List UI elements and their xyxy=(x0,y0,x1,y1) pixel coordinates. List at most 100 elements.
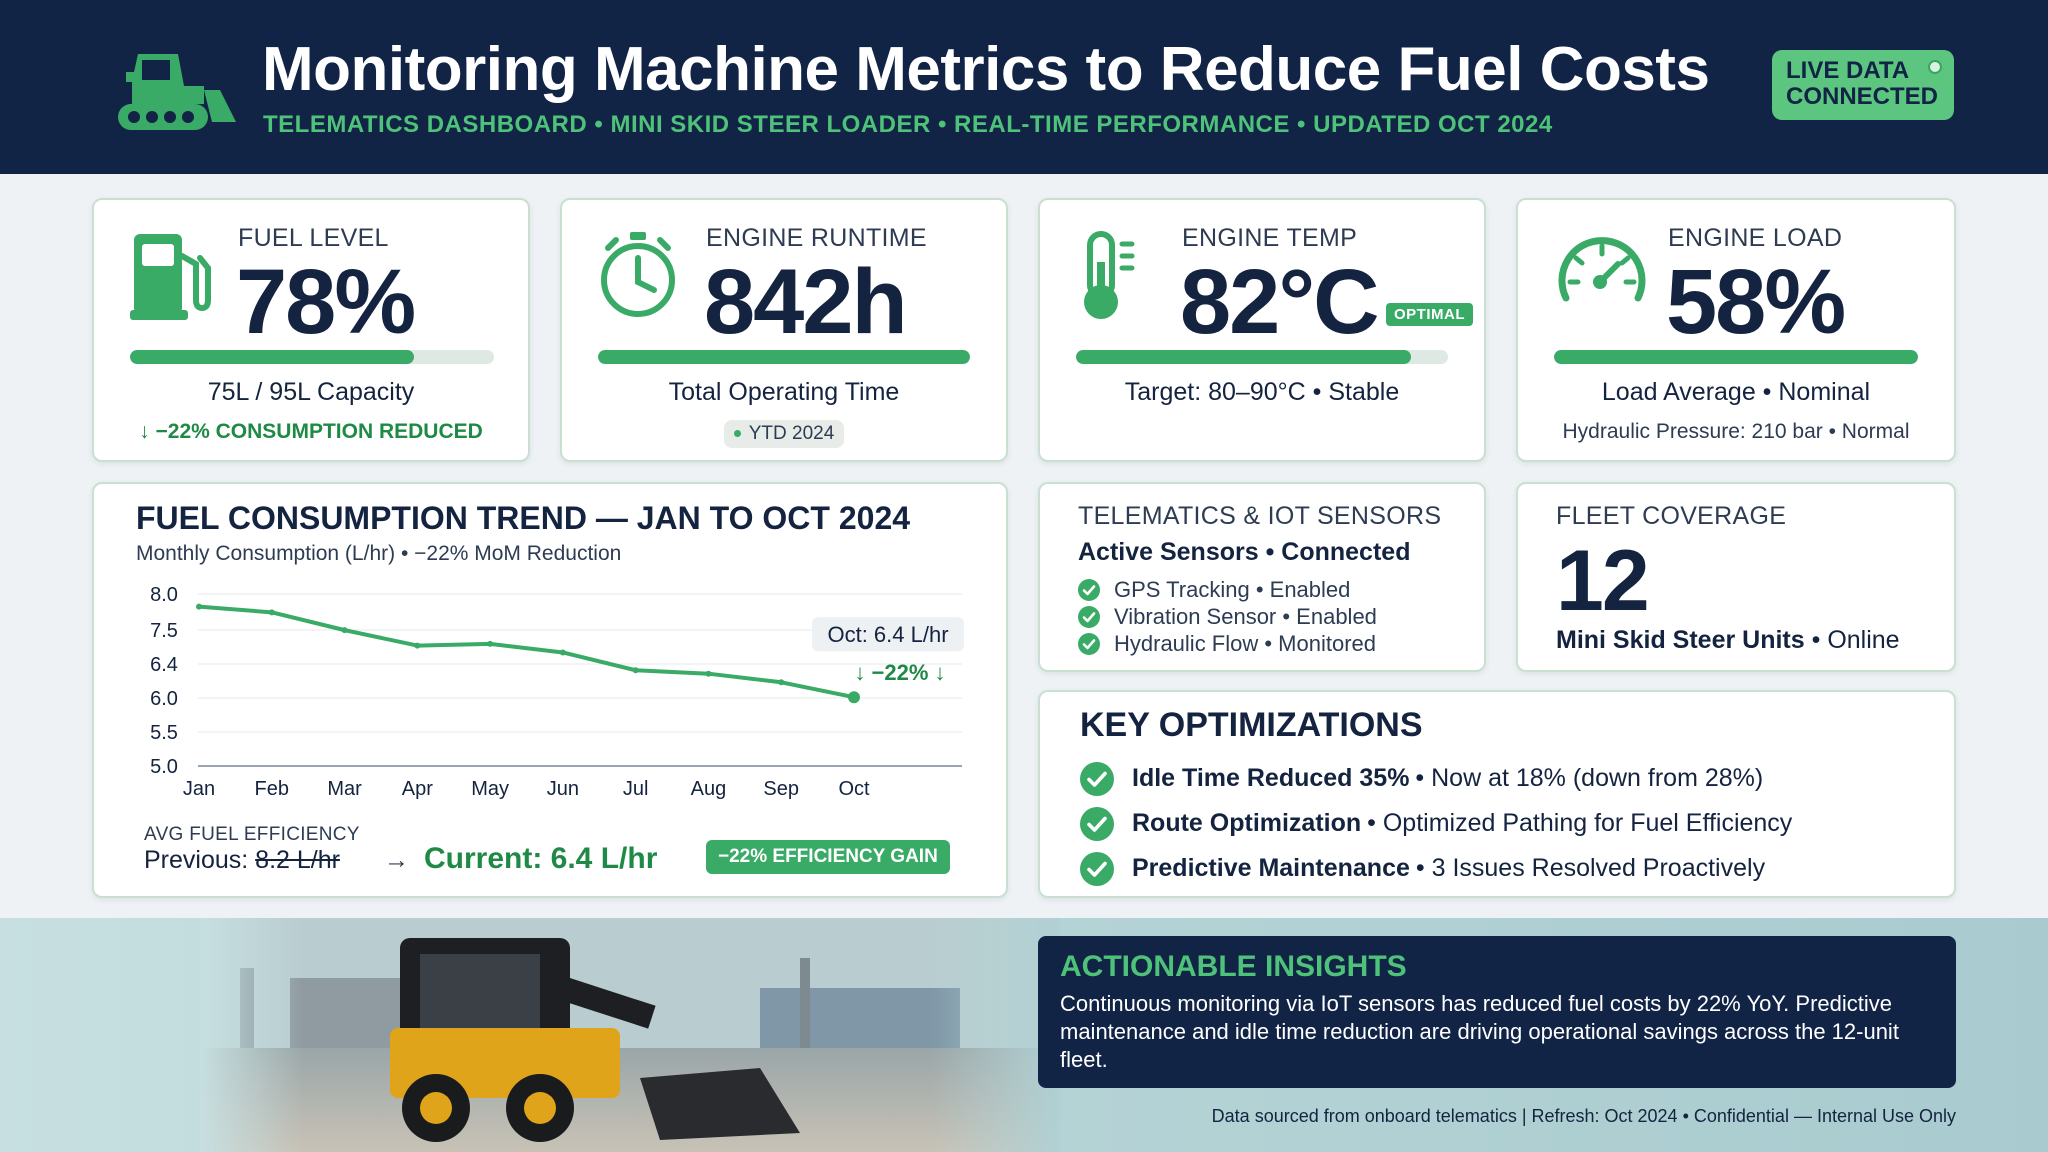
consumption-line xyxy=(197,604,856,700)
x-tick-label: Sep xyxy=(763,778,799,800)
skid-steer-icon xyxy=(118,54,236,130)
y-tick-label: 7.5 xyxy=(150,620,178,642)
header-bar: Monitoring Machine Metrics to Reduce Fue… xyxy=(0,0,2048,174)
fuel-level-bar-fill xyxy=(130,350,414,364)
y-tick-label: 5.0 xyxy=(150,756,178,778)
y-tick-label: 8.0 xyxy=(150,584,178,606)
callout-value: Oct: 6.4 L/hr xyxy=(827,622,948,647)
fleet-label: FLEET COVERAGE xyxy=(1556,502,1787,530)
fuel-level-bar xyxy=(130,350,494,364)
optimization-item: Route Optimization • Optimized Pathing f… xyxy=(1080,801,1792,846)
sensors-card: TELEMATICS & IOT SENSORS Active Sensors … xyxy=(1038,482,1486,672)
sensor-item-text: Hydraulic Flow • Monitored xyxy=(1114,631,1377,656)
insights-title: ACTIONABLE INSIGHTS xyxy=(1060,950,1407,983)
consumption-reduced-note: ↓ −22% CONSUMPTION REDUCED xyxy=(139,420,483,443)
data-point xyxy=(414,642,421,649)
data-point xyxy=(632,667,639,674)
x-tick-label: Aug xyxy=(691,778,727,800)
live-status-dot xyxy=(1928,60,1942,74)
y-tick-label: 6.0 xyxy=(150,688,178,710)
engine-runtime-label: ENGINE RUNTIME xyxy=(706,224,927,252)
optimization-item-detail: • Optimized Pathing for Fuel Efficiency xyxy=(1367,809,1793,837)
live-badge-line1: LIVE DATA xyxy=(1786,57,1910,84)
live-data-badge: LIVE DATA CONNECTED xyxy=(1772,50,1954,120)
ytd-pill: YTD 2024 xyxy=(723,420,845,448)
engine-load-bar-fill xyxy=(1554,350,1918,364)
engine-runtime-bar xyxy=(598,350,970,364)
optimization-item-title: Predictive Maintenance xyxy=(1132,854,1410,882)
check-circle-icon xyxy=(1080,806,1114,841)
fuel-trend-card: FUEL CONSUMPTION TREND — JAN TO OCT 2024… xyxy=(92,482,1008,898)
sensor-item: Vibration Sensor • Enabled xyxy=(1078,603,1377,630)
y-tick-label: 6.4 xyxy=(150,654,178,676)
sensor-item-text: GPS Tracking • Enabled xyxy=(1114,577,1351,602)
engine-temp-value: 82°C xyxy=(1180,251,1380,353)
insights-body: Continuous monitoring via IoT sensors ha… xyxy=(1060,991,1899,1072)
data-point xyxy=(848,691,860,704)
efficiency-current: Current: 6.4 L/hr xyxy=(424,842,658,875)
sensor-item-text: Vibration Sensor • Enabled xyxy=(1114,604,1377,629)
pill-dot xyxy=(733,430,741,438)
stopwatch-icon xyxy=(601,232,675,317)
sensor-item: GPS Tracking • Enabled xyxy=(1078,576,1377,603)
efficiency-label: AVG FUEL EFFICIENCY xyxy=(144,824,360,845)
operating-time-text: Total Operating Time xyxy=(668,378,900,406)
optimization-list: Idle Time Reduced 35% • Now at 18% (down… xyxy=(1080,756,1792,891)
check-circle-icon xyxy=(1078,578,1100,601)
fuel-pump-icon xyxy=(130,234,211,320)
hydraulic-pressure-text: Hydraulic Pressure: 210 bar • Normal xyxy=(1562,420,1910,443)
callout-box xyxy=(812,617,964,652)
actionable-insights-panel: ACTIONABLE INSIGHTS Continuous monitorin… xyxy=(1038,936,1956,1088)
arrow-right-icon: → xyxy=(384,846,409,874)
optimization-item-title: Idle Time Reduced 35% xyxy=(1132,764,1410,792)
optimization-item-title: Route Optimization xyxy=(1132,809,1362,837)
callout-delta: ↓ −22% ↓ xyxy=(854,660,945,685)
engine-load-value: 58% xyxy=(1666,251,1846,353)
fuel-level-card: FUEL LEVEL 78% 75L / 95L Capacity ↓ −22%… xyxy=(92,198,530,462)
x-tick-label: Oct xyxy=(838,778,870,800)
fuel-level-value: 78% xyxy=(236,251,416,353)
data-point xyxy=(559,649,566,656)
engine-temp-card: ENGINE TEMP 82°C OPTIMAL Target: 80–90°C… xyxy=(1038,198,1486,462)
fleet-coverage-card: FLEET COVERAGE 12 Mini Skid Steer Units … xyxy=(1516,482,1956,672)
optimization-item-detail: • Now at 18% (down from 28%) xyxy=(1415,764,1764,792)
page-subtitle: TELEMATICS DASHBOARD • MINI SKID STEER L… xyxy=(263,111,1553,138)
efficiency-previous-value: 8.2 L/hr xyxy=(255,846,340,874)
sensors-label: TELEMATICS & IOT SENSORS xyxy=(1078,502,1442,530)
sensor-list: GPS Tracking • Enabled Vibration Sensor … xyxy=(1078,576,1377,657)
x-tick-label: Jan xyxy=(183,778,215,800)
y-tick-label: 5.5 xyxy=(150,722,178,744)
engine-temp-bar xyxy=(1076,350,1448,364)
x-tick-label: Feb xyxy=(255,778,289,800)
data-point xyxy=(778,679,785,686)
engine-temp-bar-fill xyxy=(1076,350,1411,364)
chart-subtitle: Monthly Consumption (L/hr) • −22% MoM Re… xyxy=(136,542,622,565)
ytd-pill-text: YTD 2024 xyxy=(748,423,835,444)
chart-title: FUEL CONSUMPTION TREND — JAN TO OCT 2024 xyxy=(136,500,911,536)
thermometer-icon xyxy=(1084,231,1135,319)
x-tick-label: Jul xyxy=(623,778,649,800)
key-optimizations-title: KEY OPTIMIZATIONS xyxy=(1080,706,1423,744)
fleet-caption-bold: Mini Skid Steer Units xyxy=(1556,626,1805,654)
engine-runtime-card: ENGINE RUNTIME 842h Total Operating Time… xyxy=(560,198,1008,462)
data-point xyxy=(268,609,275,616)
temp-target-text: Target: 80–90°C • Stable xyxy=(1124,378,1400,406)
x-tick-label: May xyxy=(471,778,509,800)
data-point xyxy=(196,603,202,610)
data-point xyxy=(341,627,348,634)
check-circle-icon xyxy=(1080,761,1114,796)
efficiency-previous: Previous: 8.2 L/hr xyxy=(144,846,340,875)
key-optimizations-card: KEY OPTIMIZATIONS Idle Time Reduced 35% … xyxy=(1038,690,1956,898)
engine-runtime-value: 842h xyxy=(704,251,908,353)
data-point xyxy=(705,670,712,677)
engine-temp-label: ENGINE TEMP xyxy=(1182,224,1358,252)
check-circle-icon xyxy=(1078,632,1100,655)
fleet-caption: Mini Skid Steer Units • Online xyxy=(1556,626,1900,655)
engine-load-bar xyxy=(1554,350,1918,364)
gauge-icon xyxy=(1558,237,1646,302)
optimization-item: Idle Time Reduced 35% • Now at 18% (down… xyxy=(1080,756,1792,801)
efficiency-previous-prefix: Previous: xyxy=(144,846,249,874)
optimization-item: Predictive Maintenance • 3 Issues Resolv… xyxy=(1080,846,1792,891)
optimization-item-detail: • 3 Issues Resolved Proactively xyxy=(1415,854,1766,882)
